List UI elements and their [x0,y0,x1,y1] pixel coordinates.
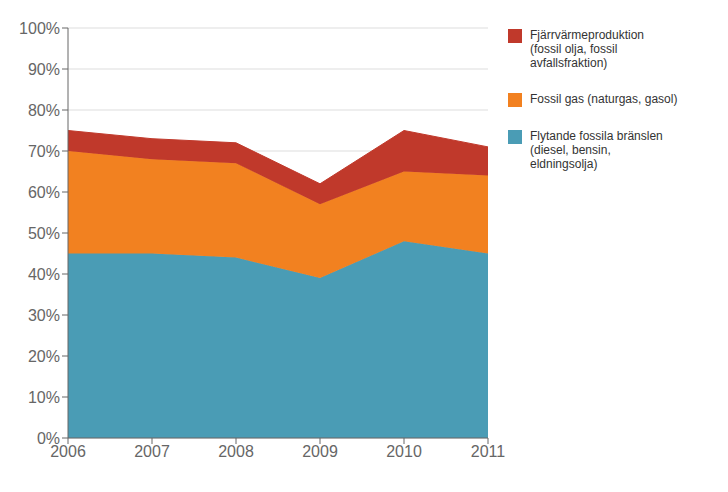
html-text:eldningsolja): eldningsolja) [530,157,598,171]
svg-text:20%: 20% [28,348,60,365]
svg-text:100%: 100% [19,20,60,37]
html-text:(diesel, bensin,: (diesel, bensin, [530,143,611,157]
svg-text:0%: 0% [37,430,60,447]
svg-text:2010: 2010 [386,443,422,460]
svg-text:40%: 40% [28,266,60,283]
html-text:avfallsfraktion): avfallsfraktion) [530,56,608,70]
svg-text:2011: 2011 [471,443,506,460]
svg-text:70%: 70% [28,143,60,160]
svg-text:30%: 30% [28,307,60,324]
svg-text:2007: 2007 [134,443,170,460]
html-text:Fjärrvärmeproduktion: Fjärrvärmeproduktion [530,28,644,42]
html-text:Flytande fossila bränslen: Flytande fossila bränslen [530,129,663,143]
html-text:Fossil gas (naturgas, gasol): Fossil gas (naturgas, gasol) [530,92,678,106]
svg-text:80%: 80% [28,102,60,119]
svg-text:2006: 2006 [50,443,86,461]
svg-text:90%: 90% [28,61,60,78]
svg-text:60%: 60% [28,184,60,201]
html-text:(fossil olja, fossil: (fossil olja, fossil [530,42,618,56]
svg-text:2008: 2008 [218,443,254,460]
svg-text:2009: 2009 [302,443,338,460]
svg-text:50%: 50% [28,225,60,242]
svg-text:10%: 10% [28,389,60,406]
